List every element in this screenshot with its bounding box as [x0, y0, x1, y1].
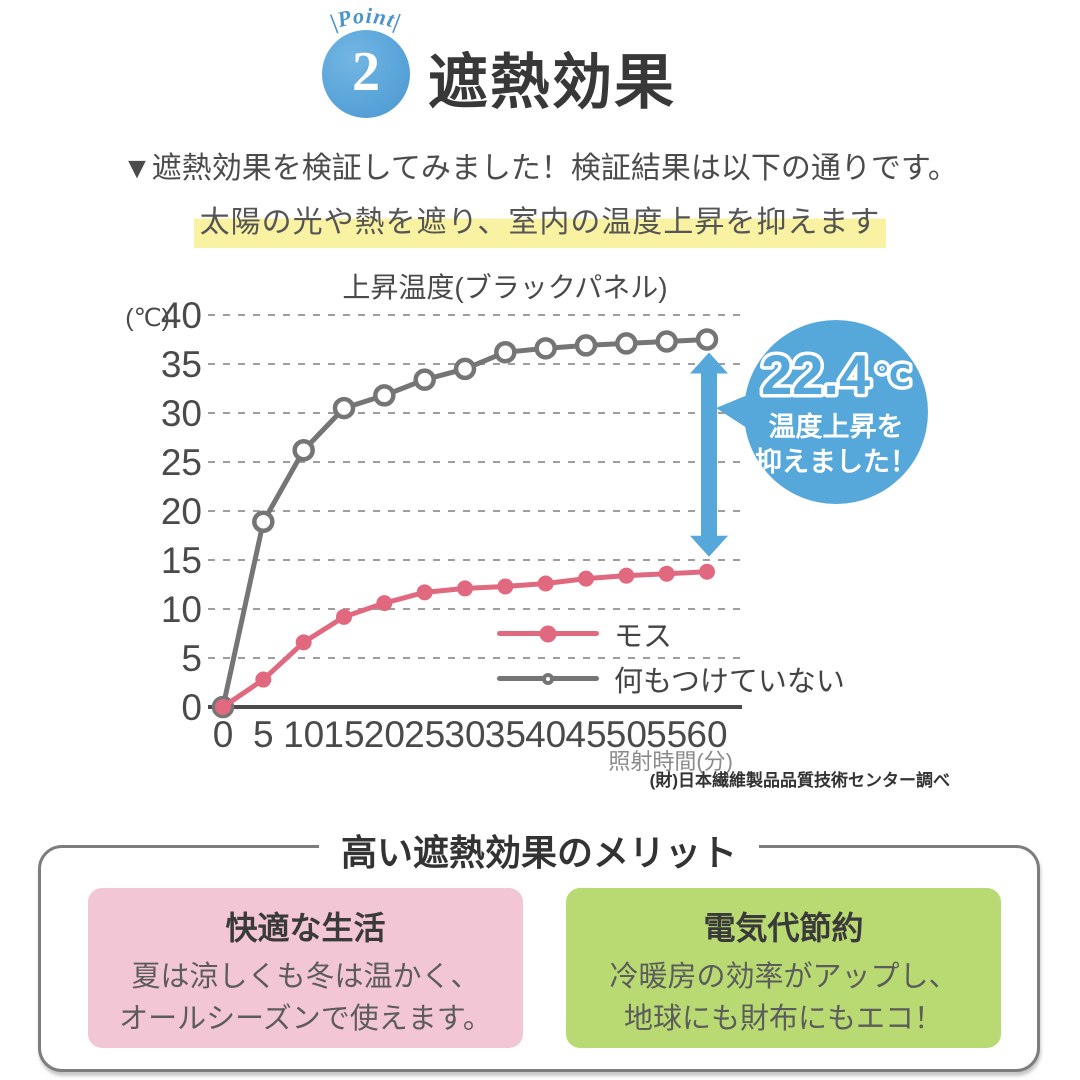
highlight-row: 太陽の光や熱を遮り、室内の温度上昇を抑えます — [0, 197, 1080, 248]
merits-title: 高い遮熱効果のメリット — [318, 824, 760, 876]
highlighted-claim: 太陽の光や熱を遮り、室内の温度上昇を抑えます — [193, 197, 887, 248]
merit-card-comfort-title: 快適な生活 — [225, 910, 386, 946]
svg-text:25: 25 — [161, 442, 202, 483]
svg-text:10: 10 — [283, 714, 324, 755]
legend-label-none: 何もつけていない — [614, 665, 845, 698]
svg-text:20: 20 — [364, 714, 405, 755]
x-axis-label: 照射時間(分) — [608, 749, 733, 774]
svg-text:5: 5 — [253, 714, 274, 755]
legend-item-moss: モス — [497, 611, 845, 656]
svg-text:15: 15 — [161, 540, 202, 581]
svg-text:(℃): (℃) — [125, 304, 170, 332]
svg-text:0: 0 — [181, 687, 202, 728]
point-number: 2 — [352, 41, 380, 103]
open-dot-icon — [542, 672, 554, 685]
merit-card-save: 電気代節約 冷暖房の効率がアップし、 地球にも財布にもエコ！ — [566, 888, 1001, 1048]
callout-text: 温度上昇を 抑えました！ — [755, 411, 917, 477]
page-title: 遮熱効果 — [428, 49, 676, 116]
intro-text: ▼遮熱効果を検証してみました！検証結果は以下の通りです。 — [122, 152, 958, 185]
legend-item-none: 何もつけていない — [497, 656, 845, 701]
svg-text:40: 40 — [161, 295, 202, 336]
filled-dot-icon — [539, 625, 557, 642]
svg-text:30: 30 — [161, 393, 202, 434]
chart-title: 上昇温度(ブラックパネル) — [342, 272, 668, 303]
merits-box: 高い遮熱効果のメリット 快適な生活 夏は涼しくも冬は温かく、 オールシーズンで使… — [38, 824, 1040, 1072]
temperature-callout-bubble: 22.4 ℃ 温度上昇を 抑えました！ — [744, 320, 928, 504]
none-line-swatch — [497, 672, 599, 685]
svg-text:35: 35 — [161, 344, 202, 385]
source-note: (財)日本繊維製品品質技術センター調べ — [649, 771, 950, 790]
svg-text:15: 15 — [323, 714, 364, 755]
svg-text:0: 0 — [213, 714, 234, 755]
chart-legend: モス 何もつけていない — [497, 611, 845, 701]
svg-text:20: 20 — [161, 491, 202, 532]
point-number-badge: 2 — [322, 30, 410, 118]
callout-value: 22.4 ℃ — [758, 344, 915, 408]
moss-line-swatch — [497, 625, 599, 642]
svg-text:5: 5 — [181, 638, 202, 679]
point-arc-label: |Point| — [327, 3, 404, 34]
svg-text:10: 10 — [161, 589, 202, 630]
merit-card-save-title: 電気代節約 — [703, 910, 864, 946]
svg-text:22.4 ℃: 22.4 ℃ — [761, 344, 911, 406]
legend-label-moss: モス — [614, 620, 673, 653]
merit-card-comfort: 快適な生活 夏は涼しくも冬は温かく、 オールシーズンで使えます。 — [88, 888, 523, 1048]
